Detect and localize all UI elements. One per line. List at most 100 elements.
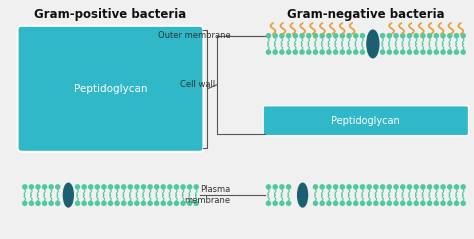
Circle shape bbox=[360, 201, 365, 206]
Circle shape bbox=[380, 201, 385, 206]
Circle shape bbox=[454, 201, 459, 206]
Circle shape bbox=[94, 184, 100, 190]
Circle shape bbox=[440, 201, 446, 206]
Circle shape bbox=[94, 201, 100, 206]
Circle shape bbox=[393, 201, 399, 206]
Circle shape bbox=[154, 184, 159, 190]
Circle shape bbox=[22, 184, 27, 190]
Circle shape bbox=[454, 184, 459, 190]
Circle shape bbox=[346, 49, 352, 55]
Circle shape bbox=[313, 184, 318, 190]
Circle shape bbox=[326, 184, 332, 190]
FancyBboxPatch shape bbox=[18, 26, 203, 152]
Text: Peptidoglycan: Peptidoglycan bbox=[331, 116, 400, 126]
Circle shape bbox=[393, 33, 399, 38]
Circle shape bbox=[75, 184, 80, 190]
Circle shape bbox=[141, 201, 146, 206]
Circle shape bbox=[306, 33, 311, 38]
Circle shape bbox=[141, 184, 146, 190]
Circle shape bbox=[420, 33, 426, 38]
Text: Gram-negative bacteria: Gram-negative bacteria bbox=[287, 8, 445, 22]
Text: Gram-positive bacteria: Gram-positive bacteria bbox=[35, 8, 187, 22]
Circle shape bbox=[22, 201, 27, 206]
Circle shape bbox=[460, 33, 466, 38]
Circle shape bbox=[273, 49, 278, 55]
Circle shape bbox=[413, 33, 419, 38]
Circle shape bbox=[121, 184, 127, 190]
Circle shape bbox=[460, 49, 466, 55]
Circle shape bbox=[180, 201, 186, 206]
Circle shape bbox=[319, 184, 325, 190]
Circle shape bbox=[380, 33, 385, 38]
Circle shape bbox=[400, 184, 406, 190]
Circle shape bbox=[35, 201, 41, 206]
Circle shape bbox=[48, 201, 54, 206]
Circle shape bbox=[273, 201, 278, 206]
Circle shape bbox=[353, 33, 358, 38]
Circle shape bbox=[420, 49, 426, 55]
Circle shape bbox=[407, 201, 412, 206]
Circle shape bbox=[460, 201, 466, 206]
Circle shape bbox=[306, 49, 311, 55]
Circle shape bbox=[147, 184, 153, 190]
Circle shape bbox=[454, 33, 459, 38]
Circle shape bbox=[313, 33, 318, 38]
Circle shape bbox=[279, 201, 285, 206]
Circle shape bbox=[292, 33, 298, 38]
Circle shape bbox=[360, 33, 365, 38]
Circle shape bbox=[82, 184, 87, 190]
Circle shape bbox=[380, 49, 385, 55]
Text: Plasma
membrane: Plasma membrane bbox=[184, 185, 230, 205]
Circle shape bbox=[128, 184, 133, 190]
Circle shape bbox=[460, 184, 466, 190]
Circle shape bbox=[447, 201, 453, 206]
Circle shape bbox=[42, 184, 47, 190]
Circle shape bbox=[447, 184, 453, 190]
Circle shape bbox=[387, 49, 392, 55]
Circle shape bbox=[292, 49, 298, 55]
Circle shape bbox=[427, 184, 432, 190]
Circle shape bbox=[427, 33, 432, 38]
Circle shape bbox=[147, 201, 153, 206]
Circle shape bbox=[313, 201, 318, 206]
Circle shape bbox=[440, 49, 446, 55]
Circle shape bbox=[380, 184, 385, 190]
Circle shape bbox=[333, 33, 338, 38]
Circle shape bbox=[333, 49, 338, 55]
Circle shape bbox=[366, 184, 372, 190]
Circle shape bbox=[279, 33, 285, 38]
Circle shape bbox=[360, 184, 365, 190]
Circle shape bbox=[420, 201, 426, 206]
Circle shape bbox=[366, 201, 372, 206]
Circle shape bbox=[434, 184, 439, 190]
Circle shape bbox=[187, 184, 192, 190]
Circle shape bbox=[180, 184, 186, 190]
Circle shape bbox=[407, 49, 412, 55]
Circle shape bbox=[393, 184, 399, 190]
Circle shape bbox=[173, 184, 179, 190]
Circle shape bbox=[266, 201, 271, 206]
Circle shape bbox=[326, 33, 332, 38]
Circle shape bbox=[447, 33, 453, 38]
Circle shape bbox=[427, 49, 432, 55]
Text: Cell wall: Cell wall bbox=[180, 80, 215, 89]
Circle shape bbox=[427, 201, 432, 206]
Circle shape bbox=[387, 33, 392, 38]
Circle shape bbox=[339, 33, 345, 38]
Circle shape bbox=[48, 184, 54, 190]
Circle shape bbox=[360, 49, 365, 55]
Circle shape bbox=[346, 184, 352, 190]
Circle shape bbox=[313, 49, 318, 55]
Circle shape bbox=[353, 184, 358, 190]
Circle shape bbox=[154, 201, 159, 206]
Circle shape bbox=[440, 33, 446, 38]
Circle shape bbox=[353, 201, 358, 206]
Circle shape bbox=[88, 201, 93, 206]
Circle shape bbox=[286, 33, 292, 38]
Circle shape bbox=[333, 184, 338, 190]
Circle shape bbox=[114, 184, 120, 190]
Circle shape bbox=[319, 33, 325, 38]
Circle shape bbox=[434, 49, 439, 55]
Circle shape bbox=[279, 49, 285, 55]
Circle shape bbox=[346, 33, 352, 38]
